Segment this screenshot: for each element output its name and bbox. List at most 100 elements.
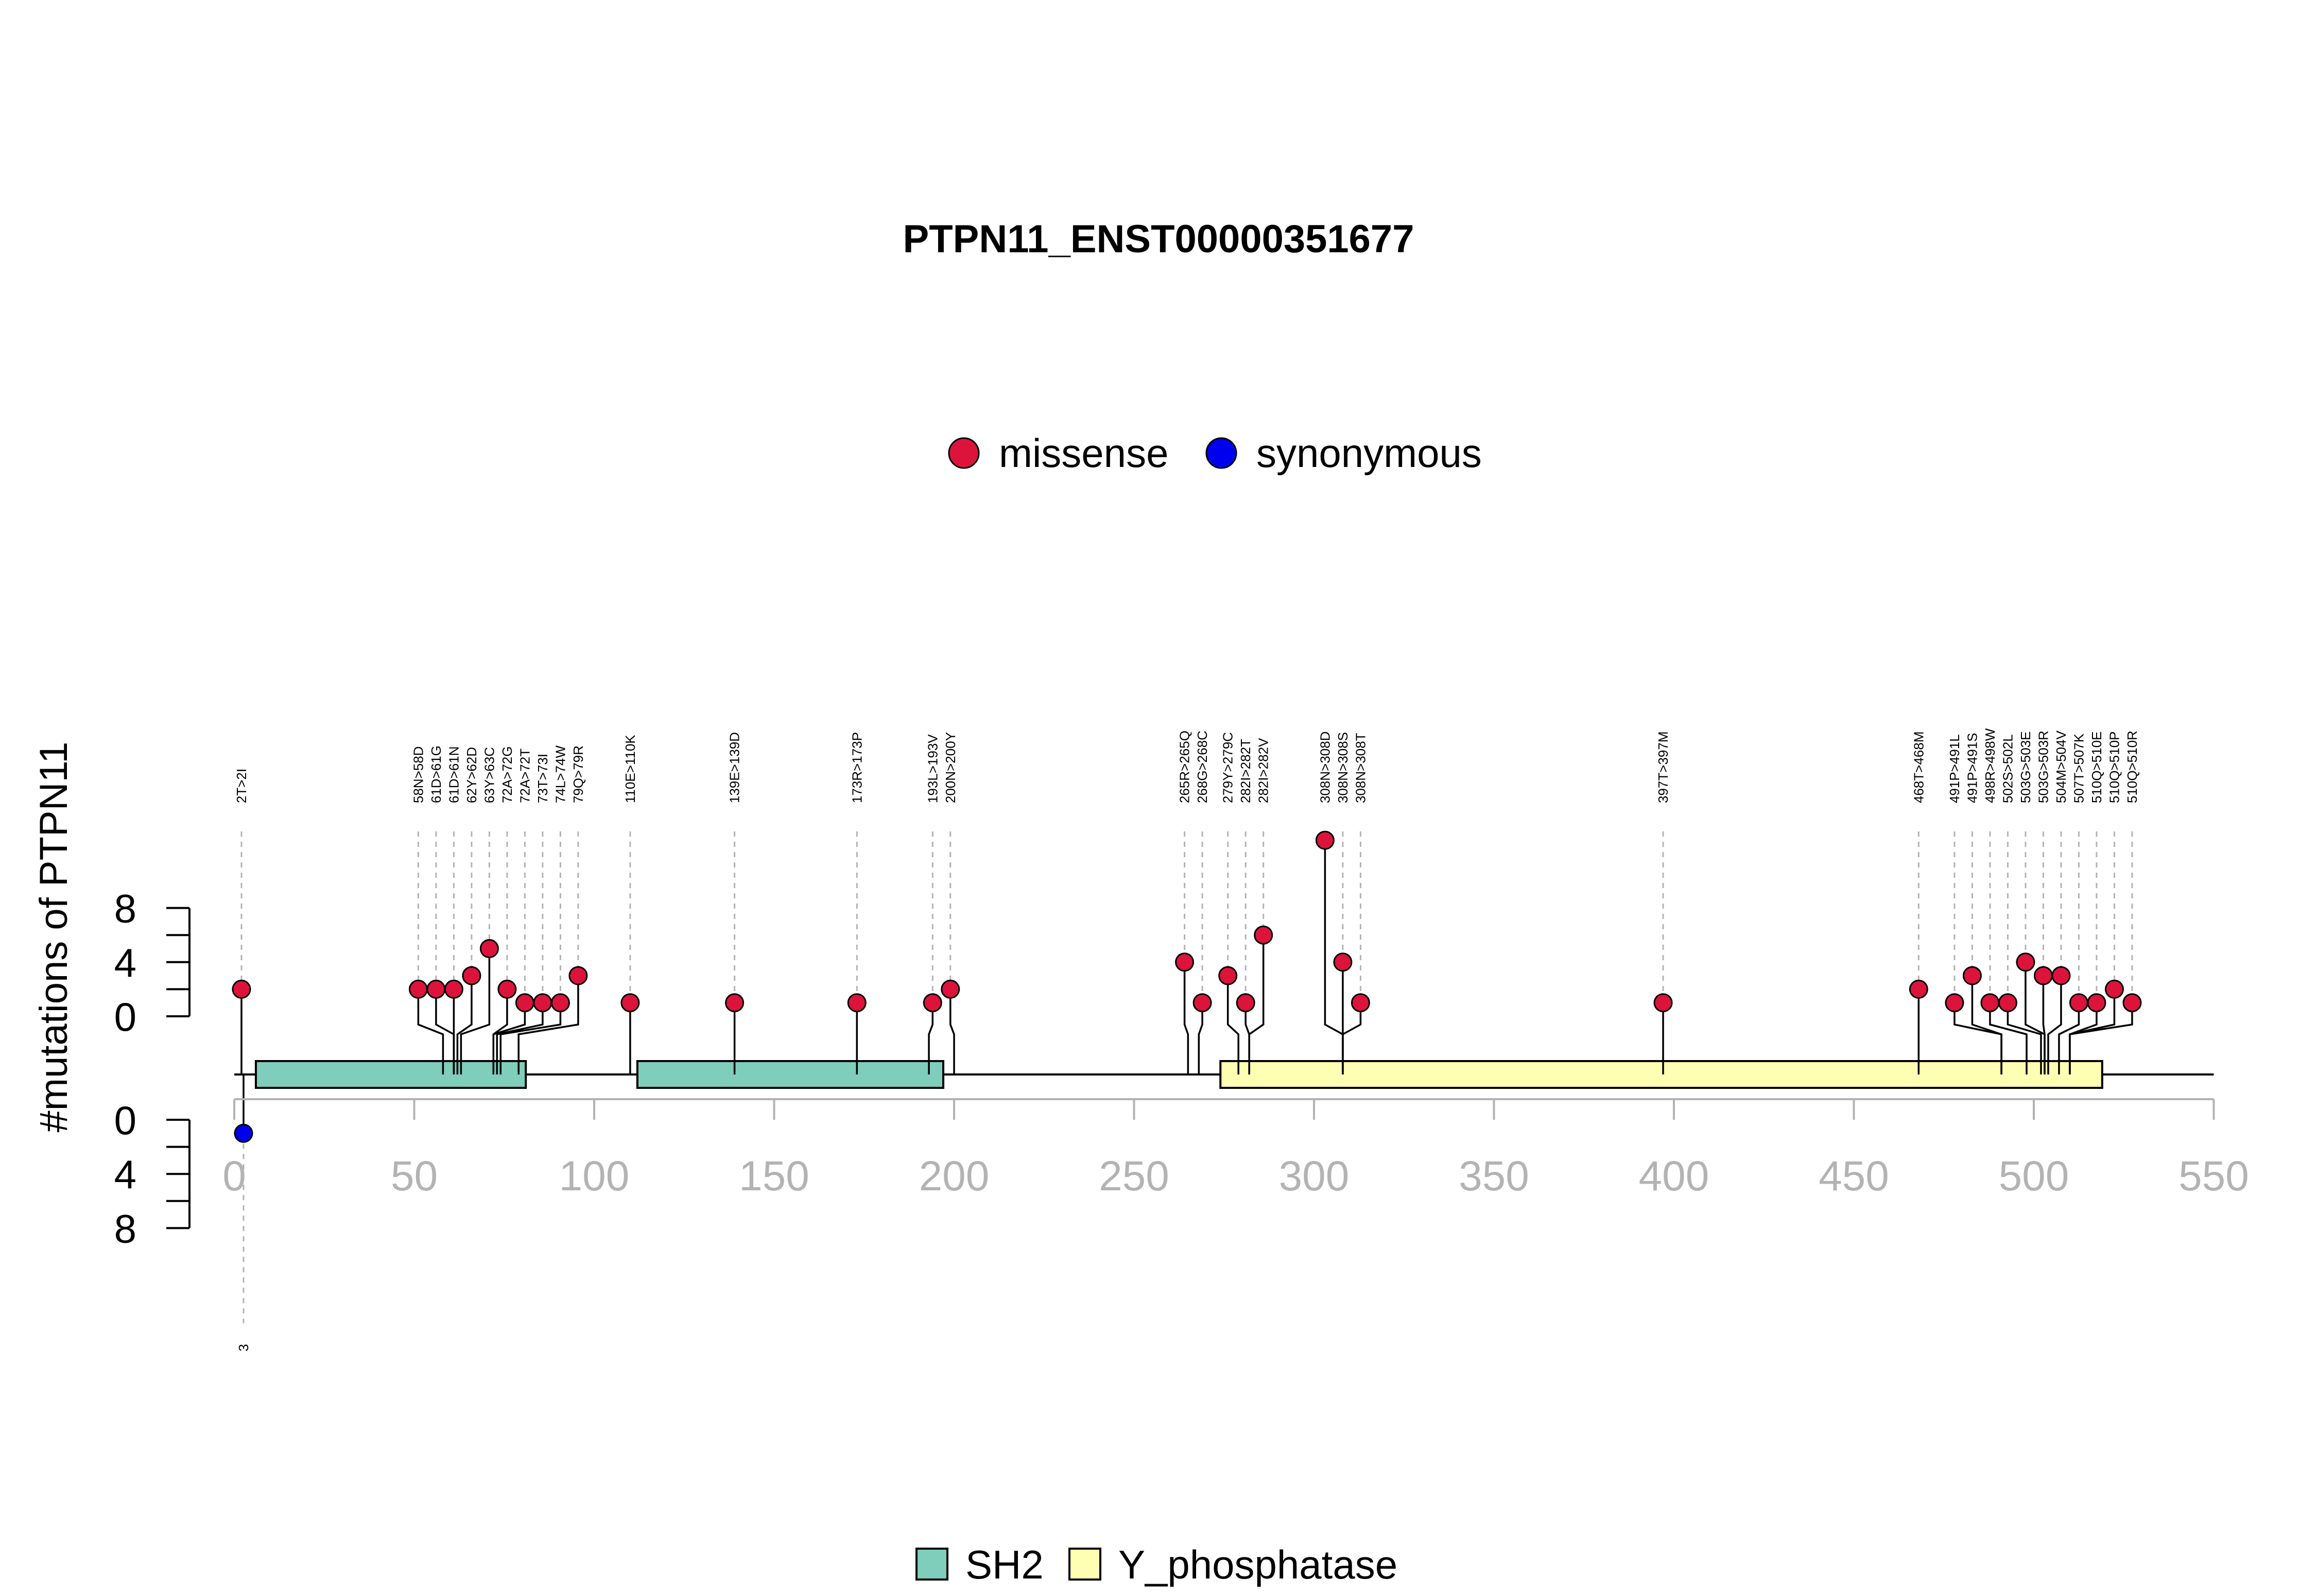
mutation-head-missense — [1653, 993, 1673, 1013]
mutation-head-missense — [1945, 993, 1964, 1013]
domain-y_phosphatase-3 — [1219, 1060, 2103, 1089]
mutation-label: 308N>308D — [1317, 732, 1333, 804]
mutation-head-missense — [1236, 993, 1255, 1013]
mutation-label: 268G>268C — [1195, 731, 1210, 803]
mutation-head-missense — [1351, 993, 1370, 1013]
mutation-head-missense — [1909, 979, 1928, 999]
mutation-stem — [499, 1002, 562, 1074]
mutation-label: 63Y>63C — [481, 747, 497, 803]
mutation-head-missense — [1333, 952, 1353, 972]
chart-title: PTPN11_ENST00000351677 — [903, 217, 1414, 261]
y-tick-label-top: 0 — [114, 994, 136, 1039]
mutation-head-missense — [232, 979, 251, 999]
mutation-head-missense — [568, 966, 588, 985]
mutation-label: 265R>265Q — [1177, 731, 1192, 803]
legend-label-synonymous: synonymous — [1256, 430, 1482, 476]
mutation-label: 397T>397M — [1655, 732, 1671, 803]
legend-swatch-y_phosphatase — [1068, 1548, 1101, 1581]
mutation-label: 73T>73I — [535, 754, 550, 803]
domain-sh2-2 — [636, 1060, 945, 1089]
mutation-stem — [460, 948, 491, 1074]
mutation-label: 507T>507K — [2071, 733, 2086, 803]
y-tick-label-top: 8 — [114, 886, 136, 931]
mutation-head-missense — [2087, 993, 2106, 1013]
mutation-label: 510Q>510E — [2089, 731, 2104, 803]
domain-legend: SH2 Y_phosphatase — [915, 1542, 1397, 1587]
y-axis-label: #mutations of PTPN11 — [32, 742, 76, 1133]
mutation-label: 503G>503R — [2035, 731, 2051, 803]
mutation-head-missense — [515, 993, 534, 1013]
mutation-stem — [492, 1002, 526, 1074]
mutation-head-missense — [1254, 925, 1273, 945]
mutation-label: 72A>72G — [499, 746, 515, 803]
mutation-head-missense — [1175, 952, 1195, 972]
mutation-label: 308N>308S — [1335, 732, 1351, 803]
mutation-head-missense — [479, 939, 499, 958]
mutation-stem — [2058, 1002, 2080, 1074]
x-tick-label: 300 — [1279, 1153, 1350, 1200]
mutation-head-missense — [1980, 993, 2000, 1013]
mutation-stem — [1183, 962, 1189, 1074]
legend-label-y_phosphatase: Y_phosphatase — [1118, 1542, 1397, 1587]
mutation-head-missense — [426, 979, 446, 999]
mutation-head-missense — [1998, 993, 2017, 1013]
y-tick-label-bottom: 0 — [114, 1098, 136, 1143]
mutation-label: 502S>502L — [2000, 734, 2015, 803]
mutation-head-synonymous — [234, 1123, 253, 1143]
mutation-label: 74L>74W — [552, 745, 568, 803]
protein-domains — [254, 1060, 2103, 1089]
mutation-head-missense — [2104, 979, 2124, 999]
mutation-label: 139E>139D — [727, 732, 742, 803]
x-tick-label: 50 — [391, 1153, 438, 1200]
mutation-label: 510Q>510P — [2106, 731, 2122, 803]
mutation-label: 110E>110K — [623, 735, 638, 803]
mutation-head-missense — [408, 979, 428, 999]
mutation-head-missense — [923, 993, 942, 1013]
mutation-label: 79Q>79R — [570, 745, 586, 803]
mutation-label: 58N>58D — [410, 746, 426, 803]
mutation-label: 503G>503E — [2018, 731, 2033, 803]
y-tick-label-bottom: 8 — [114, 1206, 136, 1251]
mutation-stem — [2047, 976, 2062, 1074]
legend-swatch-sh2 — [915, 1548, 948, 1581]
mutation-stem — [2069, 1002, 2133, 1074]
y-tick-label-top: 4 — [114, 940, 136, 985]
mutation-label: 72A>72T — [517, 749, 532, 803]
mutation-label: 504M>504V — [2053, 730, 2069, 803]
mutation-label: 491P>491L — [1947, 734, 1962, 803]
mutation-label: 2T>2I — [234, 769, 249, 803]
mutation-stem — [949, 989, 955, 1074]
mutation-label: 193L>193V — [925, 734, 940, 803]
legend-dot-missense — [948, 437, 980, 469]
y-tick-label-bottom: 4 — [114, 1152, 136, 1197]
mutation-head-missense — [2033, 966, 2053, 985]
mutation-label: 200N>200Y — [943, 732, 958, 803]
x-tick-label: 550 — [2178, 1153, 2249, 1200]
x-tick-label: 500 — [1999, 1153, 2069, 1200]
mutation-stem — [2042, 976, 2046, 1074]
x-tick-label: 250 — [1099, 1153, 1169, 1200]
mutation-label: 61D>61N — [446, 746, 461, 803]
mutation-label: 279Y>279C — [1220, 732, 1236, 803]
x-tick-label: 150 — [739, 1153, 809, 1200]
mutation-head-missense — [941, 979, 960, 999]
mutation-legend: missense synonymous — [948, 430, 1482, 476]
mutation-label: 282I>282V — [1256, 738, 1271, 803]
x-tick-label: 200 — [919, 1153, 990, 1200]
mutation-label: 282I>282T — [1238, 739, 1253, 803]
mutation-head-missense — [550, 993, 570, 1013]
mutation-head-missense — [497, 979, 517, 999]
mutation-stem — [2007, 1002, 2042, 1074]
mutation-head-missense — [1315, 830, 1335, 850]
mutation-head-missense — [725, 993, 745, 1013]
mutation-label: 498R>498W — [1982, 728, 1998, 803]
x-tick-label: 100 — [559, 1153, 630, 1200]
domain-sh2-1 — [254, 1060, 527, 1089]
mutation-labels: 2T>2I 58N>58D 61D>61G 61D>61N 62Y>62D 63Y>63C… — [234, 728, 2140, 1351]
mutation-label: 308N>308T — [1353, 733, 1368, 803]
mutation-head-missense — [2016, 952, 2035, 972]
mutation-label: 510Q>510R — [2124, 731, 2140, 803]
mutation-label: 3 — [236, 1344, 251, 1351]
legend-label-missense: missense — [999, 430, 1168, 476]
